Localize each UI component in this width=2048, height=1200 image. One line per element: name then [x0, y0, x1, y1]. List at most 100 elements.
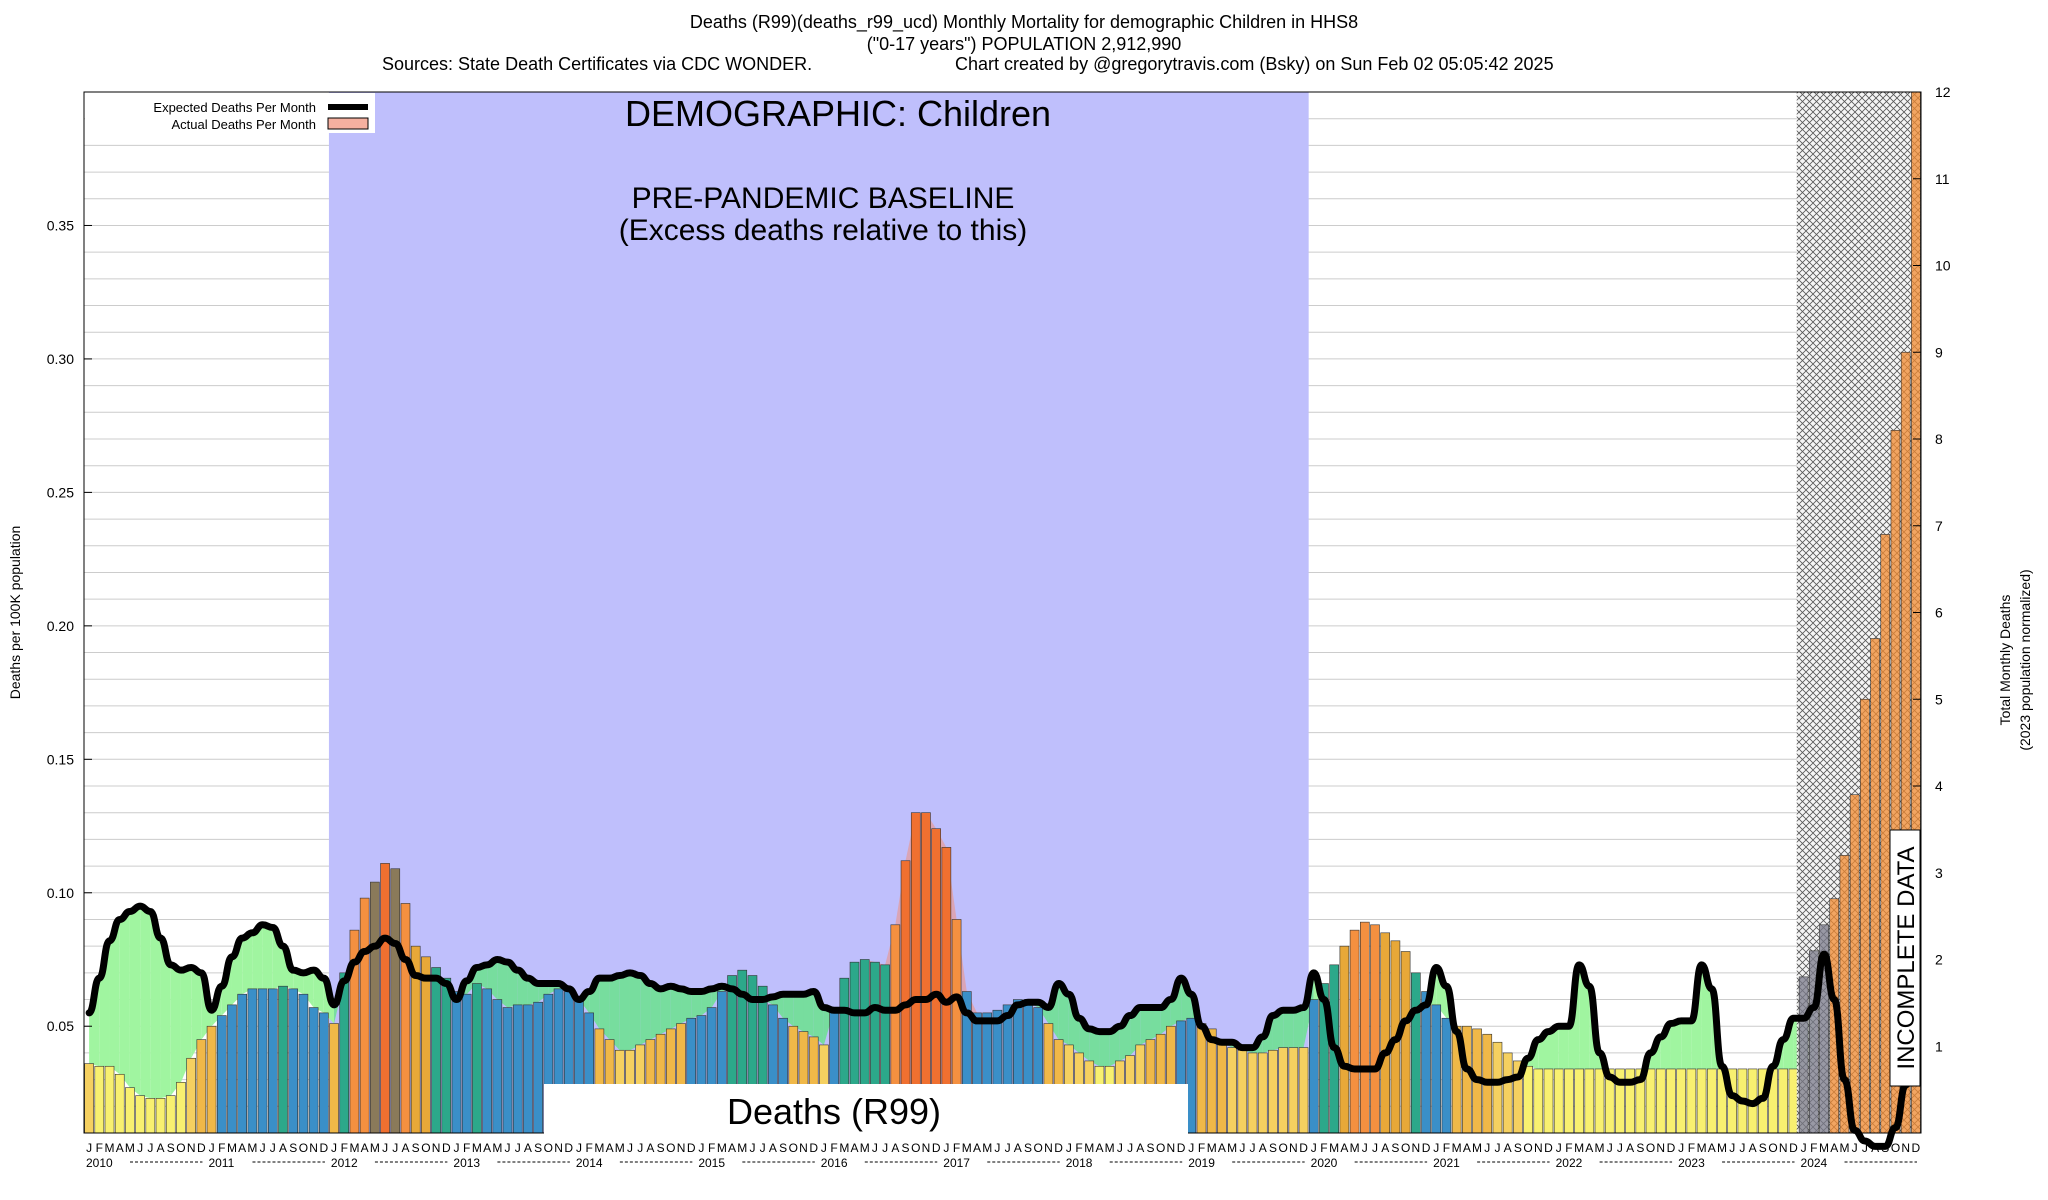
incomplete-label-box: [1889, 829, 1921, 1087]
legend-expected-label: Expected Deaths Per Month: [153, 100, 316, 115]
excess-area: [538, 983, 549, 1003]
x-tick-label: S: [289, 1141, 297, 1155]
actual-bar: [1543, 1068, 1554, 1134]
x-tick-label: J: [209, 1141, 215, 1155]
actual-bar: [523, 1004, 533, 1134]
actual-bar: [1421, 991, 1431, 1134]
x-tick-label: M: [1350, 1141, 1360, 1155]
x-tick-label: A: [1504, 1141, 1512, 1155]
incomplete-bar: [1849, 794, 1860, 1134]
x-tick-label: M: [1595, 1141, 1605, 1155]
actual-bar: [512, 1004, 523, 1134]
x-tick-label: S: [1881, 1141, 1889, 1155]
x-tick-label: J: [1739, 1141, 1745, 1155]
x-tick-label: O: [789, 1141, 798, 1155]
x-tick-label: F: [1810, 1141, 1817, 1155]
x-tick-label: D: [1054, 1141, 1063, 1155]
x-tick-label: F: [953, 1141, 960, 1155]
x-tick-label: F: [1688, 1141, 1695, 1155]
actual-bar: [1349, 929, 1360, 1134]
chart-title: Deaths (R99)(deaths_r99_ucd) Monthly Mor…: [689, 12, 1359, 32]
x-tick-label: A: [1708, 1141, 1716, 1155]
x-tick-label: O: [1401, 1141, 1410, 1155]
actual-bar: [1411, 972, 1421, 1134]
year-label: 2020: [1311, 1156, 1338, 1170]
actual-bar: [206, 1025, 217, 1134]
actual-bar: [370, 881, 380, 1134]
actual-bar: [257, 988, 268, 1134]
actual-bar: [145, 1098, 156, 1134]
excess-area: [1283, 1010, 1294, 1048]
x-tick-label: A: [524, 1141, 532, 1155]
x-tick-label: O: [911, 1141, 920, 1155]
actual-bar: [1696, 1068, 1707, 1134]
excess-area: [180, 967, 192, 1083]
x-tick-label: J: [86, 1141, 92, 1155]
x-tick-label: J: [576, 1141, 582, 1155]
x-tick-label: A: [891, 1141, 899, 1155]
year-label: 2019: [1188, 1156, 1215, 1170]
actual-bar: [441, 977, 452, 1134]
excess-area: [650, 983, 661, 1040]
x-tick-label: N: [1411, 1141, 1420, 1155]
x-tick-label: A: [1626, 1141, 1634, 1155]
excess-area: [803, 991, 814, 1037]
x-tick-label: J: [260, 1141, 266, 1155]
excess-area: [129, 906, 141, 1096]
y2-tick-label: 5: [1935, 691, 1943, 707]
x-tick-label: M: [839, 1141, 849, 1155]
actual-bar: [1217, 1039, 1227, 1134]
y-tick-label: 0.05: [47, 1018, 74, 1034]
x-tick-label: J: [1556, 1141, 1562, 1155]
actual-bar: [390, 868, 401, 1134]
x-tick-label: J: [882, 1141, 888, 1155]
actual-bar: [400, 903, 411, 1134]
actual-bar: [1196, 1023, 1207, 1134]
y2-tick-label: 10: [1935, 258, 1951, 274]
actual-bar: [1380, 932, 1391, 1134]
y-tick-label: 0.10: [47, 885, 74, 901]
actual-bar: [1676, 1068, 1686, 1134]
x-tick-label: N: [1779, 1141, 1788, 1155]
actual-bar: [1278, 1047, 1288, 1134]
actual-bar: [155, 1098, 166, 1134]
demographic-title: DEMOGRAPHIC: Children: [625, 93, 1051, 134]
x-tick-label: J: [1862, 1141, 1868, 1155]
x-tick-label: A: [483, 1141, 491, 1155]
x-tick-label: J: [1852, 1141, 1858, 1155]
x-tick-label: J: [1239, 1141, 1245, 1155]
x-tick-label: M: [105, 1141, 115, 1155]
actual-bar: [1574, 1068, 1584, 1134]
actual-bar: [227, 1004, 237, 1134]
x-tick-label: A: [1381, 1141, 1389, 1155]
excess-area: [109, 919, 120, 1075]
actual-bar: [135, 1095, 145, 1134]
x-tick-label: J: [331, 1141, 337, 1155]
x-tick-label: A: [238, 1141, 246, 1155]
x-tick-label: A: [646, 1141, 654, 1155]
x-tick-label: M: [1329, 1141, 1339, 1155]
year-label: 2018: [1066, 1156, 1093, 1170]
year-label: 2015: [698, 1156, 725, 1170]
x-tick-label: S: [1514, 1141, 1522, 1155]
actual-bar: [1645, 1068, 1656, 1134]
x-tick-label: A: [1463, 1141, 1471, 1155]
x-tick-label: M: [1697, 1141, 1707, 1155]
x-tick-label: J: [1617, 1141, 1623, 1155]
x-tick-label: D: [1789, 1141, 1798, 1155]
x-tick-label: M: [370, 1141, 380, 1155]
x-tick-label: N: [1534, 1141, 1543, 1155]
excess-area: [1579, 964, 1590, 1069]
excess-area: [1058, 983, 1069, 1045]
x-tick-label: J: [505, 1141, 511, 1155]
x-tick-label: F: [1320, 1141, 1327, 1155]
actual-bar: [1533, 1068, 1544, 1134]
x-tick-label: A: [116, 1141, 124, 1155]
x-tick-label: N: [1044, 1141, 1053, 1155]
x-tick-label: M: [860, 1141, 870, 1155]
x-tick-label: J: [1607, 1141, 1613, 1155]
x-tick-label: A: [1340, 1141, 1348, 1155]
x-tick-label: M: [1472, 1141, 1482, 1155]
y2-tick-label: 9: [1935, 344, 1943, 360]
excess-area: [793, 994, 804, 1032]
